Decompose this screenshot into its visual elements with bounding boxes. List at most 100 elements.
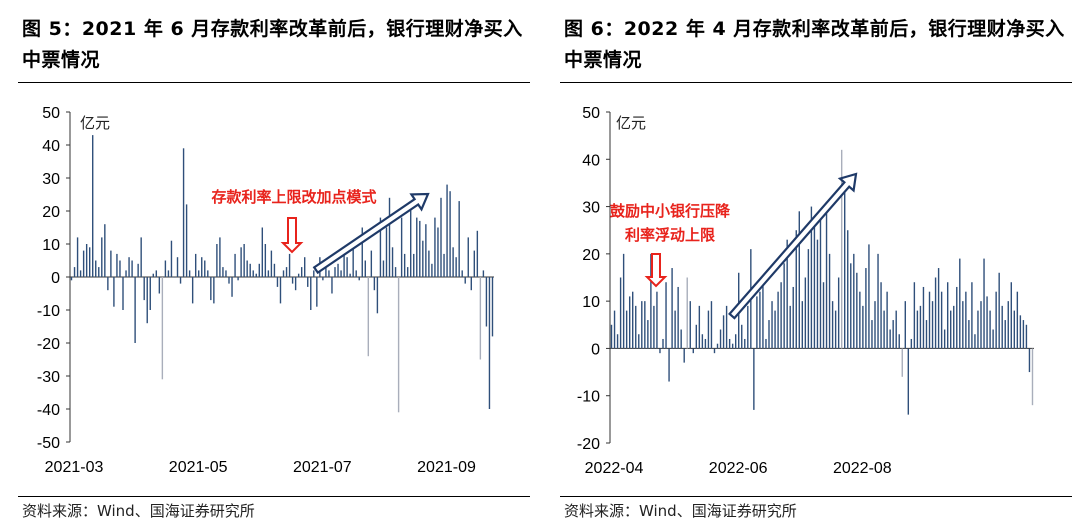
- bar: [946, 282, 949, 349]
- bar: [131, 260, 133, 277]
- bar: [413, 253, 415, 277]
- bar: [294, 277, 297, 291]
- bar: [747, 305, 749, 349]
- chart-title: 图 6：2022 年 4 月存款利率改革前后，银行理财净买入中票情况: [564, 18, 1065, 71]
- y-tick-label: 30: [42, 171, 60, 188]
- bar: [355, 270, 357, 277]
- bar: [716, 343, 719, 349]
- bar: [780, 282, 782, 349]
- bar: [188, 270, 191, 277]
- y-tick-label: -10: [577, 389, 600, 406]
- bar: [1019, 315, 1022, 349]
- bar: [953, 305, 955, 349]
- title-rule: [560, 82, 1072, 83]
- bar: [458, 201, 460, 277]
- bar: [925, 320, 928, 349]
- bar: [847, 230, 849, 349]
- bar: [201, 257, 203, 277]
- y-tick-label: 0: [51, 270, 60, 287]
- bar: [889, 329, 891, 349]
- bar: [853, 253, 855, 349]
- bar: [638, 334, 640, 349]
- bar: [322, 277, 324, 281]
- bar: [647, 320, 649, 349]
- y-tick-label: 10: [42, 237, 60, 254]
- bar: [862, 305, 864, 349]
- x-tick-label: 2021-07: [293, 459, 352, 476]
- bar: [367, 277, 370, 357]
- bar: [476, 230, 479, 277]
- bar: [122, 277, 124, 310]
- trend-arrow-icon: [312, 192, 430, 275]
- bar: [998, 272, 1000, 349]
- bar: [880, 282, 882, 349]
- bar: [194, 253, 197, 277]
- bar: [916, 310, 919, 349]
- bar: [300, 267, 303, 277]
- bar: [403, 253, 406, 277]
- bar: [297, 273, 300, 277]
- bar: [388, 197, 391, 277]
- source-note: 资料来源：Wind、国海证券研究所: [564, 502, 797, 520]
- bar: [128, 257, 130, 277]
- bar: [249, 263, 251, 277]
- bar: [261, 227, 264, 277]
- bar: [173, 277, 176, 278]
- bar: [777, 291, 779, 349]
- x-tick-label: 2022-04: [585, 460, 644, 477]
- bar: [874, 301, 876, 349]
- annotation-label: 鼓励中小银行压降: [610, 202, 731, 220]
- bar: [710, 301, 713, 349]
- bar-chart-fig5: -50 -40 -30 -20 -10 0 10 20 30 40 50 亿元 2021-03 2021-…: [37, 105, 494, 476]
- bar: [82, 250, 85, 277]
- bar: [279, 277, 282, 304]
- bar: [107, 277, 109, 291]
- bar: [140, 237, 142, 277]
- bar: [698, 305, 701, 349]
- bar: [665, 282, 667, 349]
- bar: [291, 277, 294, 284]
- bar: [73, 267, 76, 277]
- bar: [722, 315, 725, 349]
- bar: [856, 272, 858, 349]
- x-tick-label: 2021-05: [169, 459, 228, 476]
- bar: [792, 286, 794, 349]
- bar: [464, 277, 466, 284]
- bar: [774, 310, 776, 349]
- bar: [273, 263, 276, 277]
- bar: [310, 277, 312, 310]
- bar: [619, 277, 622, 349]
- source-rule: [560, 496, 1072, 497]
- bar: [616, 334, 619, 349]
- bar: [922, 286, 925, 349]
- bar: [146, 277, 148, 324]
- bar: [1007, 301, 1009, 349]
- y-tick-label: 20: [42, 204, 60, 221]
- bar: [901, 348, 903, 377]
- y-tick-label: -50: [37, 435, 60, 452]
- bar: [650, 253, 652, 349]
- y-tick-label: -30: [37, 369, 60, 386]
- bar: [653, 305, 655, 349]
- bar: [216, 244, 218, 277]
- bar: [446, 184, 448, 277]
- chart-panel-fig5: 图 5：2021 年 6 月存款利率改革前后，银行理财净买入中票情况 -50 -4…: [18, 0, 538, 528]
- bar: [834, 310, 837, 349]
- bar: [379, 217, 382, 277]
- bar: [288, 253, 291, 277]
- bar: [756, 296, 758, 349]
- bar: [968, 320, 970, 349]
- bar: [625, 310, 628, 349]
- bar: [204, 260, 206, 277]
- bar: [334, 267, 336, 277]
- bar: [316, 277, 318, 307]
- bar: [225, 270, 227, 277]
- bar: [70, 277, 73, 281]
- bar: [828, 253, 831, 349]
- bar: [977, 310, 979, 349]
- bar: [210, 277, 212, 301]
- bar: [1013, 310, 1016, 349]
- bar: [191, 277, 194, 304]
- bar: [92, 135, 94, 277]
- bar: [789, 305, 791, 349]
